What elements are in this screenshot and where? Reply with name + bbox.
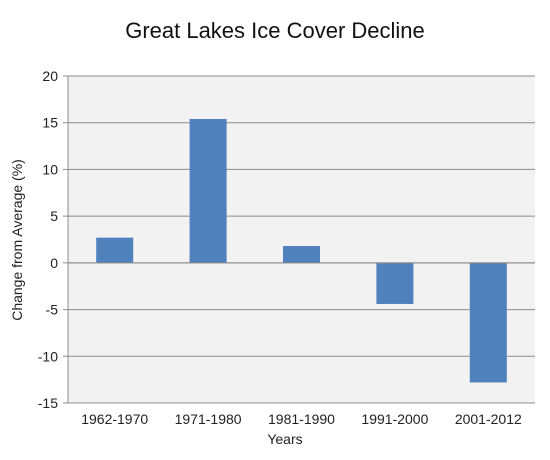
x-tick-labels: 1962-1970 1971-1980 1981-1990 1991-2000 2001… [81, 411, 522, 427]
chart-title: Great Lakes Ice Cover Decline [125, 18, 425, 43]
y-tick-label: 20 [42, 68, 58, 84]
x-tick-label: 1962-1970 [81, 411, 148, 427]
bar-1962-1970 [96, 237, 134, 263]
bar-1991-2000 [376, 262, 414, 304]
y-tick-label: -5 [46, 302, 59, 318]
x-tick-label: 2001-2012 [455, 411, 522, 427]
bar-2001-2012 [469, 262, 507, 383]
y-tick-label: 15 [42, 115, 58, 131]
x-tick-label: 1991-2000 [361, 411, 428, 427]
plot-area [68, 76, 535, 403]
y-tick-label: 10 [42, 161, 58, 177]
y-tick-label: -15 [38, 395, 58, 411]
y-tick-label: 0 [50, 255, 58, 271]
y-tick-label: 5 [50, 208, 58, 224]
y-axis-label: Change from Average (%) [9, 159, 25, 321]
bars [96, 118, 507, 383]
x-tick-label: 1981-1990 [268, 411, 335, 427]
y-tick-labels: 20 15 10 5 0 -5 -10 -15 [38, 68, 58, 411]
bar-1971-1980 [189, 118, 227, 263]
x-tick-label: 1971-1980 [175, 411, 242, 427]
bar-1981-1990 [283, 246, 320, 263]
y-tick-label: -10 [38, 348, 58, 364]
x-axis-label: Years [267, 431, 302, 447]
axes [67, 76, 535, 403]
